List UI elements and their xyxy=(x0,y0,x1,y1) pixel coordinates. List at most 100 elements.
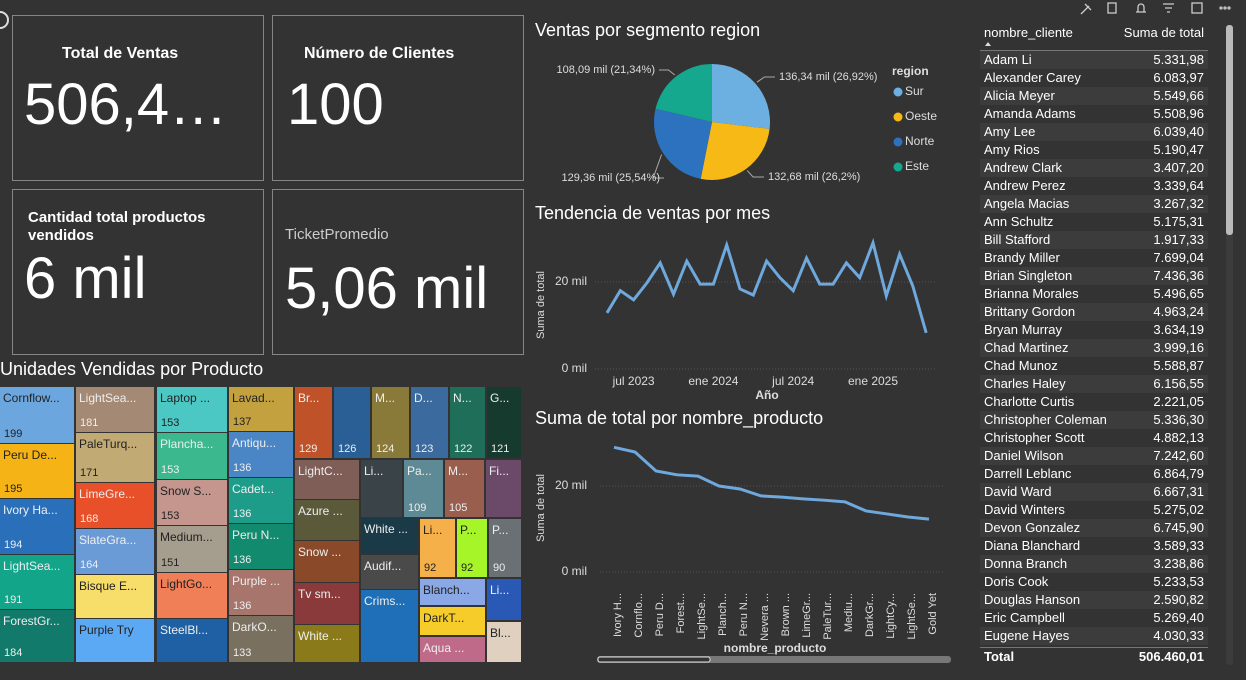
cell-name: Amy Lee xyxy=(984,124,1036,139)
tile-label: DarkO... xyxy=(232,620,277,634)
treemap-tile xyxy=(0,387,74,443)
legend-label: Sur xyxy=(905,84,924,98)
table-row: Bill Stafford 1.917,33 xyxy=(980,231,1208,249)
tile-label: Purple Try xyxy=(79,623,134,637)
more-icon[interactable] xyxy=(1219,6,1223,10)
cell-value: 7.242,60 xyxy=(1153,448,1204,463)
chart-title: Tendencia de ventas por mes xyxy=(535,203,770,223)
copy-icon[interactable] xyxy=(1107,2,1117,14)
card: Número de Clientes 100 xyxy=(272,15,524,181)
cell-name: Charles Haley xyxy=(984,376,1066,391)
treemap-tile xyxy=(487,387,521,458)
scrollbar-thumb[interactable] xyxy=(597,656,711,663)
table-row: Andrew Perez 3.339,64 xyxy=(980,177,1208,195)
tile-label: Purple ... xyxy=(232,574,280,588)
treemap-tile xyxy=(361,518,418,554)
cell-name: Alicia Meyer xyxy=(984,88,1055,103)
card-value: 6 mil xyxy=(24,246,147,311)
cell-name: Ann Schultz xyxy=(984,214,1054,229)
cell-value: 3.634,19 xyxy=(1153,322,1204,337)
legend-label: Norte xyxy=(905,134,935,148)
icon[interactable] xyxy=(0,11,9,29)
tile-label: D... xyxy=(414,391,433,405)
cell-name: Brianna Morales xyxy=(984,286,1079,301)
leader-line xyxy=(756,76,775,83)
cell-value: 2.221,05 xyxy=(1153,394,1204,409)
treemap-tile xyxy=(411,387,448,458)
treemap-tile xyxy=(157,526,227,572)
table-row: Charlotte Curtis 2.221,05 xyxy=(980,393,1208,411)
card-value: 506,4… xyxy=(24,72,228,137)
tile-label: P... xyxy=(460,523,476,537)
tile-label: DarkT... xyxy=(423,611,464,625)
legend-marker xyxy=(893,137,903,147)
table-row: Daniel Wilson 7.242,60 xyxy=(980,447,1208,465)
tile-label: Snow S... xyxy=(160,484,211,498)
chart-title: Unidades Vendidas por Producto xyxy=(0,359,263,379)
tile-value: 126 xyxy=(338,443,356,455)
more-icon[interactable] xyxy=(1227,6,1231,10)
tile-label: Bl... xyxy=(490,626,511,640)
column-header[interactable]: Suma de total xyxy=(1123,25,1204,40)
tile-value: 136 xyxy=(233,462,251,474)
y-tick-label: 0 mil xyxy=(562,361,587,375)
focus-icon[interactable] xyxy=(1191,2,1203,14)
table-row: Darrell Leblanc 6.864,79 xyxy=(980,465,1208,483)
x-tick-label: PaleTur... xyxy=(822,593,834,640)
tile-label: Azure ... xyxy=(298,504,343,518)
tile-value: 137 xyxy=(233,416,251,428)
tile-label: Laptop ... xyxy=(160,391,210,405)
column-header[interactable]: nombre_cliente xyxy=(984,25,1073,40)
cell-value: 6.083,97 xyxy=(1153,70,1204,85)
x-tick-label: jul 2024 xyxy=(771,374,814,388)
tile-label: M... xyxy=(448,464,468,478)
cell-name: Amy Rios xyxy=(984,142,1040,157)
pin-icon[interactable] xyxy=(1080,3,1092,15)
cell-value: 5.190,47 xyxy=(1153,142,1204,157)
tile-value: 191 xyxy=(4,594,22,606)
legend-label: Oeste xyxy=(905,109,937,123)
scrollbar-thumb[interactable] xyxy=(1226,25,1233,235)
card-label: TicketPromedio xyxy=(285,226,389,243)
tile-value: 124 xyxy=(376,443,394,455)
tile-label: Cadet... xyxy=(232,482,274,496)
card-value: 5,06 mil xyxy=(285,256,489,321)
tile-value: 122 xyxy=(454,443,472,455)
treemap-tile xyxy=(157,573,227,618)
treemap-tile xyxy=(295,625,359,662)
tile-value: 129 xyxy=(299,443,317,455)
x-axis-label: nombre_producto xyxy=(724,641,827,655)
tile-label: White ... xyxy=(298,629,342,643)
more-icon[interactable] xyxy=(1223,6,1227,10)
treemap-tile xyxy=(229,524,293,569)
table-row: Andrew Clark 3.407,20 xyxy=(980,159,1208,177)
cell-name: Chad Martinez xyxy=(984,340,1069,355)
cell-value: 6.667,31 xyxy=(1153,484,1204,499)
cell-name: Bill Stafford xyxy=(984,232,1051,247)
x-tick-label: LightCy... xyxy=(885,593,897,639)
x-tick-label: ene 2024 xyxy=(688,374,738,388)
alert-icon[interactable] xyxy=(1136,3,1146,13)
table-row: Diana Blanchard 3.589,33 xyxy=(980,537,1208,555)
filter-icon[interactable] xyxy=(1163,3,1174,13)
cell-value: 6.864,79 xyxy=(1153,466,1204,481)
treemap-tile xyxy=(487,622,521,662)
cell-value: 5.175,31 xyxy=(1153,214,1204,229)
tile-label: N... xyxy=(453,391,472,405)
cell-name: Andrew Clark xyxy=(984,160,1063,175)
treemap-tile xyxy=(372,387,409,458)
toolbar xyxy=(1080,2,1231,15)
y-tick-label: 20 mil xyxy=(555,478,587,492)
chart-title: Ventas por segmento region xyxy=(535,20,760,40)
table-row: Doris Cook 5.233,53 xyxy=(980,573,1208,591)
cell-value: 7.436,36 xyxy=(1153,268,1204,283)
table-row: Christopher Scott 4.882,13 xyxy=(980,429,1208,447)
cell-value: 3.267,32 xyxy=(1153,196,1204,211)
line xyxy=(613,445,930,521)
cell-value: 3.407,20 xyxy=(1153,160,1204,175)
tile-value: 153 xyxy=(161,464,179,476)
cell-value: 5.508,96 xyxy=(1153,106,1204,121)
total-value: 506.460,01 xyxy=(1138,649,1204,664)
cell-name: David Ward xyxy=(984,484,1052,499)
tile-label: G... xyxy=(490,391,509,405)
